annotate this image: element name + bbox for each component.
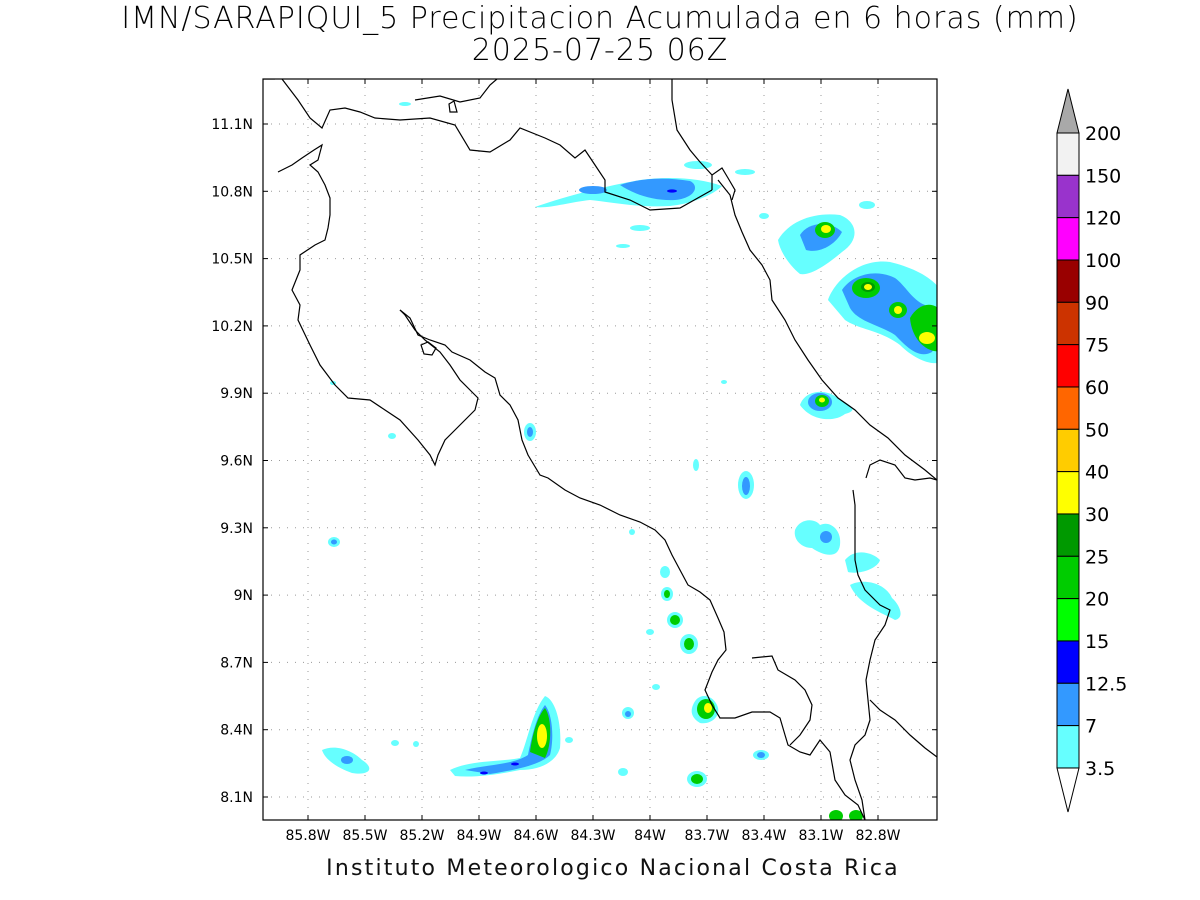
nicoya-gulf-north bbox=[399, 309, 866, 820]
lake-shore bbox=[414, 79, 498, 103]
lat-label: 9.3N bbox=[220, 521, 253, 537]
precip-cell-offshore bbox=[322, 381, 573, 777]
bocas-del-toro bbox=[865, 459, 937, 481]
axis-ticks bbox=[263, 79, 937, 820]
lat-label: 8.7N bbox=[220, 655, 253, 671]
colorbar-label: 30 bbox=[1085, 504, 1109, 526]
colorbar-box bbox=[1056, 725, 1080, 769]
colorbar-label: 120 bbox=[1085, 208, 1121, 230]
panama-coast-south bbox=[869, 699, 937, 758]
colorbar-box bbox=[1056, 555, 1080, 600]
colorbar-box bbox=[1056, 386, 1080, 430]
colorbar: 3.5 7 12.5 15 20 25 30 40 50 60 75 90 100 120 150 200 bbox=[1056, 88, 1127, 813]
colorbar-bottom-arrow bbox=[1056, 767, 1080, 813]
colorbar-label: 200 bbox=[1085, 123, 1121, 145]
colorbar-box bbox=[1056, 259, 1080, 303]
lat-label: 8.4N bbox=[220, 723, 253, 739]
colorbar-box bbox=[1056, 513, 1080, 557]
colorbar-label: 75 bbox=[1085, 335, 1109, 357]
lon-label: 85.5W bbox=[342, 828, 387, 844]
colorbar-label: 12.5 bbox=[1085, 673, 1127, 695]
colorbar-label: 90 bbox=[1085, 292, 1109, 314]
precip-cell-osa bbox=[618, 684, 863, 820]
lon-label: 82.8W bbox=[855, 828, 900, 844]
lon-label: 84W bbox=[634, 828, 666, 844]
coastlines bbox=[263, 79, 937, 820]
lat-label: 9N bbox=[234, 588, 253, 604]
colorbar-box bbox=[1056, 471, 1080, 515]
golfo-dulce bbox=[751, 655, 813, 746]
pacific-coast-north bbox=[277, 143, 479, 467]
colorbar-box bbox=[1056, 301, 1080, 346]
precip-cell-central bbox=[524, 423, 698, 654]
lon-label: 84.6W bbox=[513, 828, 558, 844]
colorbar-label: 20 bbox=[1085, 589, 1109, 611]
map-grid bbox=[263, 79, 937, 820]
lat-label: 8.1N bbox=[220, 790, 253, 806]
colorbar-label: 50 bbox=[1085, 419, 1109, 441]
colorbar-label: 60 bbox=[1085, 377, 1109, 399]
precip-cell-caribbean bbox=[759, 201, 937, 364]
lon-label: 85.8W bbox=[285, 828, 330, 844]
latitude-axis: 11.1N 10.8N 10.5N 10.2N 9.9N 9.6N 9.3N 9N 8.7N 8.… bbox=[211, 117, 253, 806]
credit-text: Instituto Meteorologico Nacional Costa R… bbox=[326, 856, 900, 881]
lon-label: 84.3W bbox=[570, 828, 615, 844]
colorbar-box bbox=[1056, 428, 1080, 473]
colorbar-label: 7 bbox=[1085, 716, 1097, 738]
lon-label: 83.4W bbox=[741, 828, 786, 844]
longitude-axis: 85.8W 85.5W 85.2W 84.9W 84.6W 84.3W 84W 83.7W 83… bbox=[285, 828, 900, 844]
lat-label: 10.5N bbox=[211, 252, 253, 268]
caribbean-coast bbox=[671, 79, 937, 481]
lon-label: 85.2W bbox=[399, 828, 444, 844]
lat-label: 9.6N bbox=[220, 454, 253, 470]
colorbar-top-arrow bbox=[1056, 88, 1080, 134]
colorbar-label: 15 bbox=[1085, 631, 1109, 653]
lat-label: 10.8N bbox=[211, 184, 253, 200]
colorbar-label: 100 bbox=[1085, 250, 1121, 272]
map-frame bbox=[262, 78, 938, 821]
nicaragua-east-coast bbox=[711, 167, 736, 201]
colorbar-label: 3.5 bbox=[1085, 758, 1115, 780]
precipitation-field bbox=[322, 102, 937, 820]
colorbar-box bbox=[1056, 132, 1080, 176]
precip-cell-panama bbox=[794, 520, 901, 620]
precip-cell-north-band bbox=[399, 102, 755, 248]
lon-label: 83.7W bbox=[684, 828, 729, 844]
precip-cell-limon bbox=[693, 380, 853, 499]
colorbar-box bbox=[1056, 217, 1080, 261]
colorbar-label: 150 bbox=[1085, 165, 1121, 187]
lon-label: 83.1W bbox=[798, 828, 843, 844]
map-title: IMN/SARAPIQUI_5 Precipitacion Acumulada … bbox=[121, 1, 1079, 36]
lat-label: 9.9N bbox=[220, 386, 253, 402]
colorbar-label: 40 bbox=[1085, 462, 1109, 484]
colorbar-label: 25 bbox=[1085, 546, 1109, 568]
panama-border bbox=[849, 489, 891, 820]
lat-label: 10.2N bbox=[211, 319, 253, 335]
colorbar-box bbox=[1056, 344, 1080, 388]
colorbar-box bbox=[1056, 640, 1080, 684]
map-valid-time: 2025-07-25 06Z bbox=[471, 33, 729, 68]
nicoya-tip bbox=[420, 341, 437, 356]
colorbar-box bbox=[1056, 682, 1080, 727]
nicaragua-border bbox=[281, 79, 713, 211]
lat-label: 11.1N bbox=[211, 117, 253, 133]
lon-label: 84.9W bbox=[456, 828, 501, 844]
islet-north bbox=[448, 100, 458, 113]
colorbar-box bbox=[1056, 174, 1080, 219]
colorbar-box bbox=[1056, 598, 1080, 642]
